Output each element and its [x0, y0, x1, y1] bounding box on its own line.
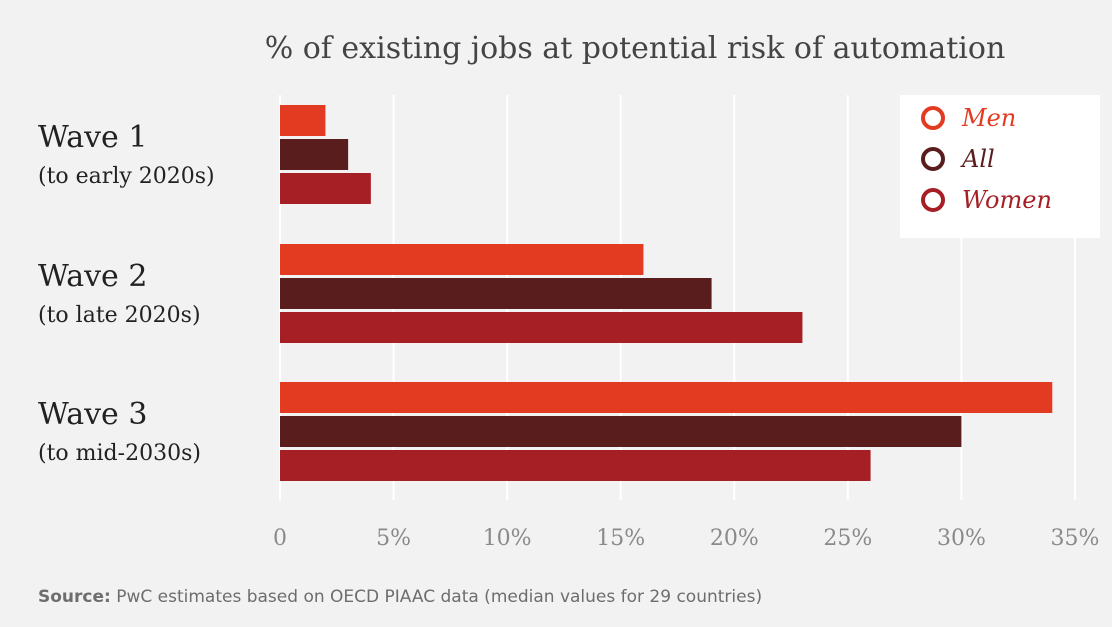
legend-box: [900, 95, 1100, 238]
bar-all: [280, 416, 962, 447]
x-tick-label: 10%: [483, 526, 532, 551]
bars: [280, 105, 1053, 481]
bar-all: [280, 278, 712, 309]
x-tick-label: 25%: [823, 526, 872, 551]
bar-men: [280, 382, 1053, 413]
legend-marker: [921, 188, 945, 212]
chart-title: % of existing jobs at potential risk of …: [265, 31, 1006, 66]
category-sublabel: (to mid-2030s): [38, 441, 201, 466]
legend-marker: [921, 106, 945, 130]
legend-label: Men: [961, 104, 1016, 132]
legend: Men All Women: [900, 95, 1100, 238]
bar-women: [280, 173, 371, 204]
source-text: PwC estimates based on OECD PIAAC data (…: [110, 587, 763, 607]
source-label: Source:: [38, 587, 111, 607]
bar-all: [280, 139, 349, 170]
bar-men: [280, 244, 644, 275]
x-tick-label: 35%: [1051, 526, 1100, 551]
category-label: Wave 3: [38, 397, 147, 432]
category-sublabel: (to late 2020s): [38, 303, 201, 328]
legend-marker: [921, 147, 945, 171]
category-label: Wave 2: [38, 259, 147, 294]
bar-chart: % of existing jobs at potential risk of …: [38, 31, 1100, 551]
bar-women: [280, 450, 871, 481]
x-tick-label: 5%: [376, 526, 411, 551]
x-tick-label: 15%: [596, 526, 645, 551]
x-tick-label: 20%: [710, 526, 759, 551]
source-note: Source: PwC estimates based on OECD PIAA…: [38, 587, 762, 607]
x-tick-label: 0: [273, 526, 287, 551]
x-axis-ticks: 0 5% 10% 15% 20% 25% 30% 35%: [273, 526, 1099, 551]
category-labels: Wave 1 (to early 2020s) Wave 2 (to late 202…: [38, 120, 215, 466]
bar-women: [280, 312, 803, 343]
category-label: Wave 1: [38, 120, 147, 155]
bar-men: [280, 105, 326, 136]
category-sublabel: (to early 2020s): [38, 164, 215, 189]
x-tick-label: 30%: [937, 526, 986, 551]
legend-label: Women: [962, 186, 1052, 214]
legend-label: All: [960, 145, 995, 173]
